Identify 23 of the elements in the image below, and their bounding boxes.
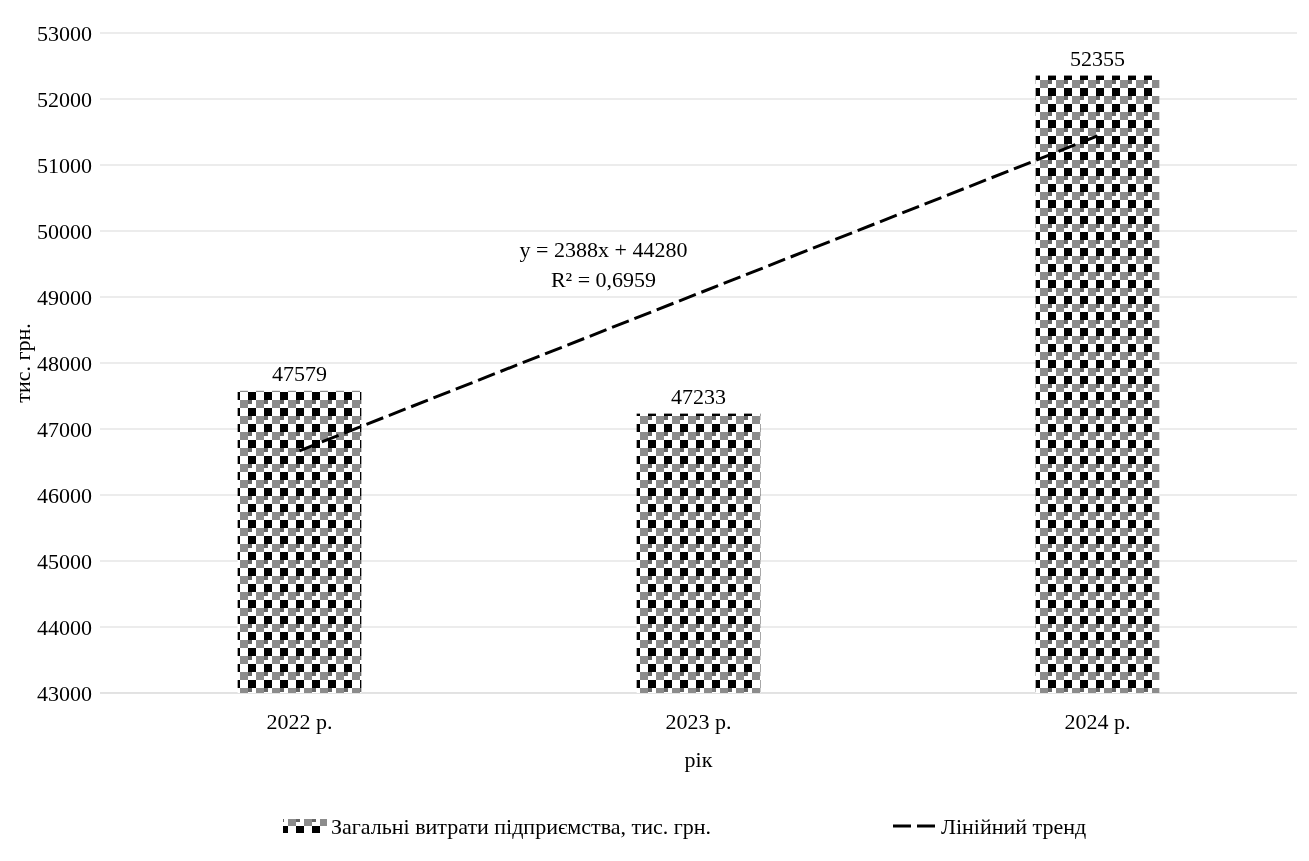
annotation: y = 2388x + 44280 — [519, 237, 688, 263]
y-tick-label: 52000 — [37, 86, 92, 112]
y-tick-label: 45000 — [37, 548, 92, 574]
y-tick-label: 46000 — [37, 482, 92, 508]
x-tick-label: 2023 р. — [665, 709, 732, 734]
data-label: 52355 — [1070, 45, 1125, 71]
annotation: R² = 0,6959 — [550, 267, 657, 293]
x-tick-label: 2022 р. — [266, 709, 333, 734]
x-axis-title: рік — [684, 747, 713, 772]
y-tick-label: 51000 — [37, 152, 92, 178]
data-label: 47233 — [671, 383, 726, 409]
x-tick-label: 2024 р. — [1064, 709, 1131, 734]
y-tick-label: 43000 — [37, 680, 92, 706]
y-tick-label: 47000 — [37, 416, 92, 442]
legend-label: Загальні витрати підприємства, тис. грн. — [331, 813, 711, 839]
y-tick-label: 48000 — [37, 350, 92, 376]
y-tick-label: 44000 — [37, 614, 92, 640]
y-tick-label: 49000 — [37, 284, 92, 310]
y-axis-title: тис. грн. — [10, 323, 35, 403]
y-tick-label: 53000 — [37, 20, 92, 46]
y-tick-label: 50000 — [37, 218, 92, 244]
data-label: 47579 — [272, 360, 327, 386]
legend-label: Лінійний тренд — [941, 813, 1087, 839]
